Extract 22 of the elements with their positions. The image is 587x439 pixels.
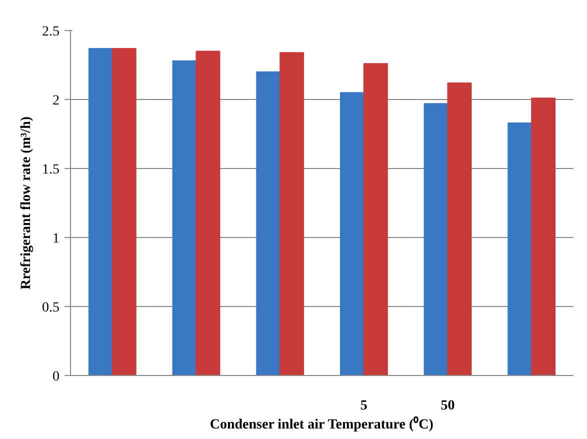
bar [447,82,472,376]
bar [363,63,388,376]
bar [172,60,197,376]
bar [340,92,364,376]
bar [280,52,304,376]
y-tick-label: 0 [52,370,60,384]
y-tick-label: 1 [52,232,60,246]
x-tick-label: 50 [440,398,455,414]
y-axis-title: Rrefrigerant flow rate (m³/h) [19,116,34,290]
bar [531,98,556,376]
x-tick-label: 5 [360,398,368,414]
bar [112,48,136,376]
bar [256,71,281,376]
bar [508,122,532,376]
y-tick-label: 2 [52,94,60,108]
y-tick-label: 1.5 [42,162,60,178]
y-tick-label: 2.5 [42,24,60,40]
x-axis-title: Condenser inlet air Temperature (⁰C) [210,416,434,432]
y-tick-label: 0.5 [42,300,60,316]
bar [88,48,113,376]
bar [196,50,220,376]
bar [424,103,448,376]
